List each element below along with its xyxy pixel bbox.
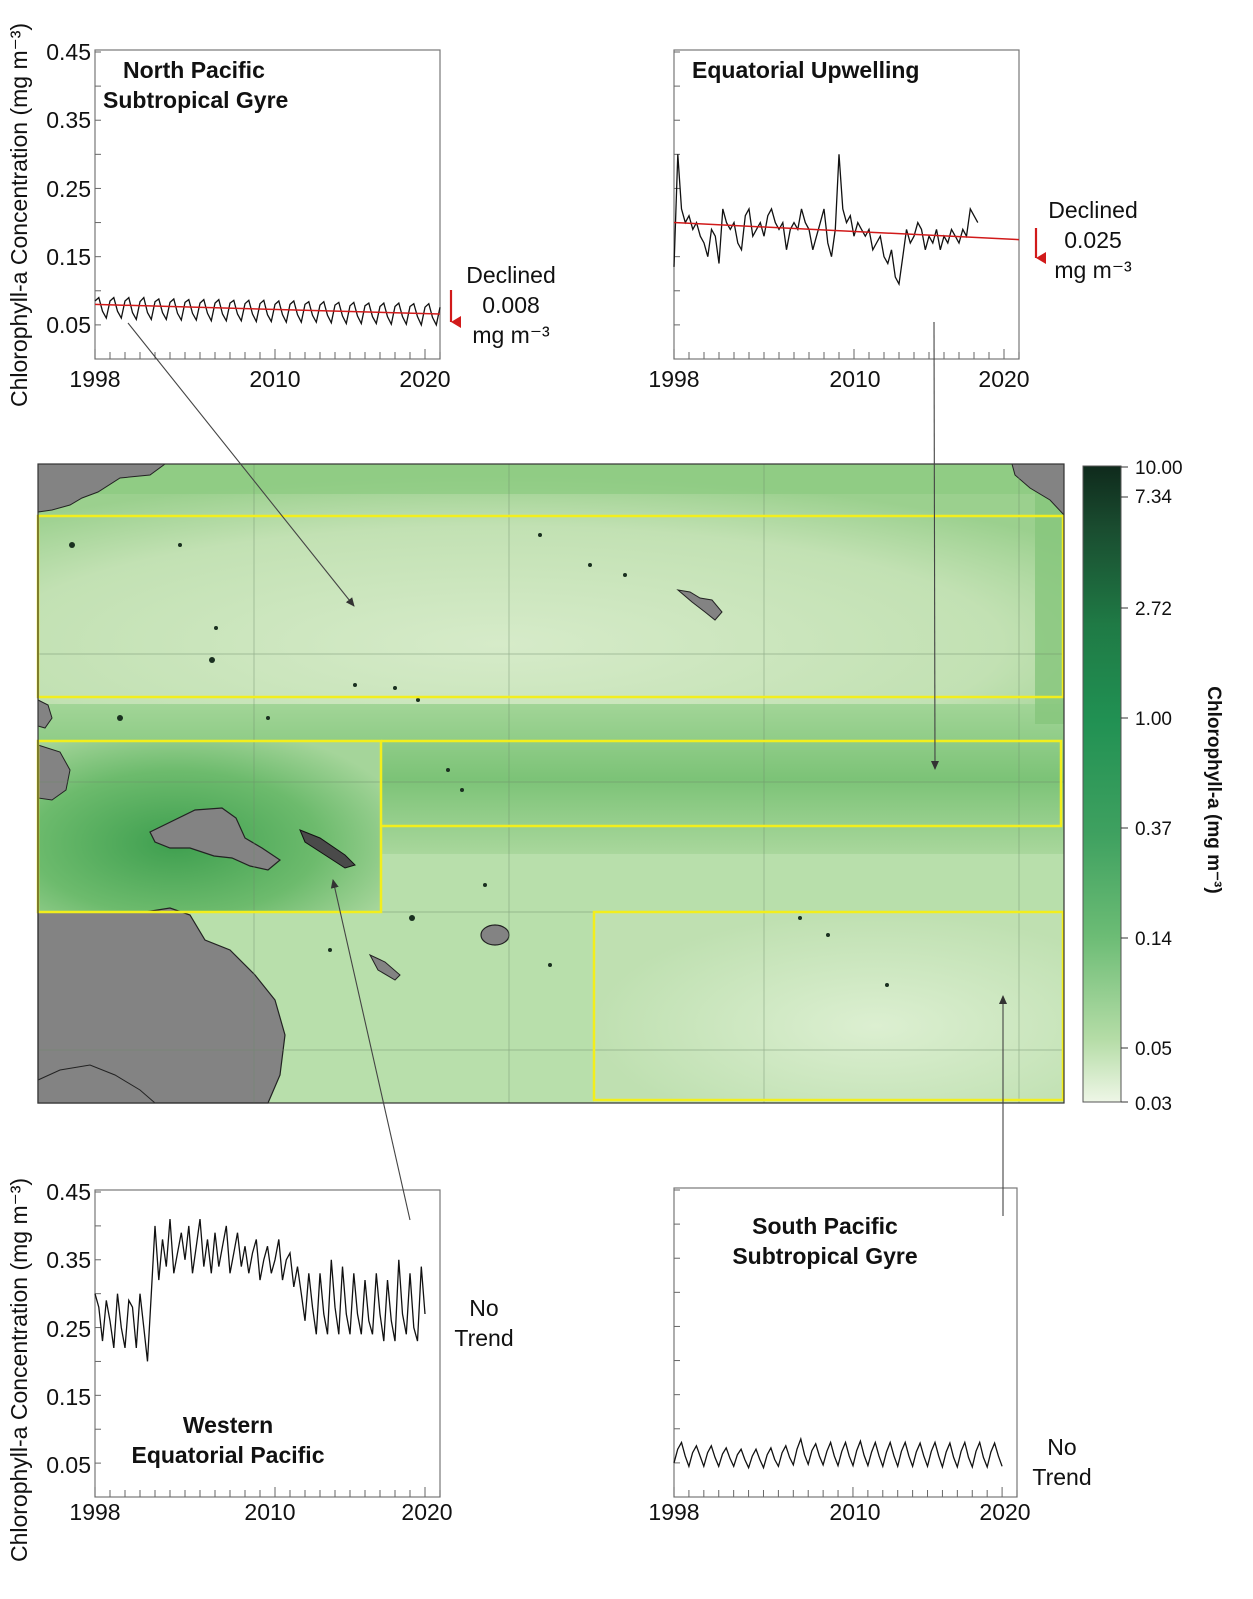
panel-frame [94,49,441,360]
panel-title: South Pacific [752,1213,898,1239]
map-north-band [38,464,1064,704]
trend-annotation: 0.008 [482,292,540,318]
colorbar-tick-label: 7.34 [1135,487,1172,508]
trend-annotation: No [1047,1434,1076,1460]
y-tick-label: 0.35 [46,107,91,133]
panel-frame [94,1189,441,1498]
map-graticule [38,464,1064,1103]
panel-south-pacific: South Pacific Subtropical Gyre 1998 2010… [648,1187,1092,1525]
connector-arrow-western [330,879,411,1221]
trend-annotation: Trend [454,1325,513,1351]
colorbar-tick-label: 10.00 [1135,458,1183,479]
panel-ticks [673,1189,1018,1497]
colorbar-ticks [1121,466,1128,1103]
y-axis-label: Chlorophyll-a Concentration (mg m⁻³) [6,23,32,407]
panel-frame [673,49,1020,360]
chlorophyll-series-line [673,1436,1003,1470]
colorbar-gradient [1082,465,1122,1103]
land-new-guinea [149,807,282,871]
panel-title: Subtropical Gyre [103,87,288,113]
map-frame [37,463,1065,1104]
chlorophyll-series-line [673,154,979,287]
panel-frame [673,1187,1018,1498]
land-hawaii [676,589,723,621]
x-tick-label: 1998 [69,1499,120,1525]
y-tick-label: 0.05 [46,312,91,338]
colorbar-tick-label: 0.14 [1135,929,1172,950]
panel-title: Equatorial Upwelling [692,57,919,83]
y-tick-label: 0.35 [46,1247,91,1273]
connector-arrow-north-pacific [127,322,355,607]
trend-annotation: mg m⁻³ [472,322,550,348]
trend-annotation: Trend [1032,1464,1091,1490]
y-tick-label: 0.15 [46,244,91,270]
small-islands [69,533,889,987]
chlorophyll-map [36,463,1065,1104]
x-tick-label: 2020 [979,1499,1030,1525]
connector-arrow-equatorial [930,321,939,770]
x-tick-label: 1998 [69,366,120,392]
panel-title: Equatorial Pacific [131,1442,324,1468]
panel-ticks [94,51,441,359]
region-box-south-pacific [592,910,1065,1102]
trend-annotation: No [469,1295,498,1321]
colorbar-tick-label: 2.72 [1135,599,1172,620]
panel-north-pacific: North Pacific Subtropical Gyre 0.45 0.35… [6,23,556,407]
panel-title: Subtropical Gyre [732,1243,917,1269]
trend-line [94,303,441,315]
panel-western-equatorial-pacific: Western Equatorial Pacific 0.45 0.35 0.2… [6,1178,514,1562]
x-tick-label: 1998 [648,1499,699,1525]
y-tick-label: 0.05 [46,1452,91,1478]
colorbar-title: Chlorophyll-a (mg m⁻³) [1203,686,1224,893]
colorbar: 10.00 7.34 2.72 1.00 0.37 0.14 0.05 0.03… [1082,458,1224,1115]
colorbar-tick-label: 1.00 [1135,709,1172,730]
x-tick-label: 2020 [978,366,1029,392]
y-tick-label: 0.45 [46,39,91,65]
land-new-caledonia [368,953,401,981]
y-axis-label: Chlorophyll-a Concentration (mg m⁻³) [6,1178,32,1562]
x-tick-label: 2010 [244,1499,295,1525]
x-tick-label: 2020 [401,1499,452,1525]
land-solomon-islands [299,829,356,869]
y-tick-label: 0.15 [46,1384,91,1410]
map-north-coast-strip [38,464,1064,494]
colorbar-tick-label: 0.37 [1135,819,1172,840]
panel-title: North Pacific [123,57,265,83]
x-tick-label: 2020 [399,366,450,392]
connector-arrows [127,321,1007,1221]
region-box-equatorial [381,739,1063,828]
chlorophyll-series-line [94,296,441,327]
y-tick-label: 0.45 [46,1179,91,1205]
panel-ticks [94,1191,441,1497]
land-fiji [480,924,510,946]
x-tick-label: 2010 [249,366,300,392]
y-tick-label: 0.25 [46,1316,91,1342]
map-south-gyre-area [594,912,1064,1102]
trend-annotation: mg m⁻³ [1054,257,1132,283]
x-tick-label: 2010 [829,366,880,392]
x-tick-label: 2010 [829,1499,880,1525]
trend-annotation: Declined [1048,197,1138,223]
colorbar-tick-label: 0.03 [1135,1094,1172,1115]
trend-annotation: 0.025 [1064,227,1122,253]
colorbar-tick-label: 0.05 [1135,1039,1172,1060]
trend-annotation: Declined [466,262,556,288]
panel-equatorial-upwelling: Equatorial Upwelling 1998 2010 2020 Decl… [648,49,1138,392]
panel-ticks [673,51,1020,359]
trend-line [673,221,1020,241]
x-tick-label: 1998 [648,366,699,392]
chlorophyll-series-line [94,1219,426,1362]
land-asia [37,463,167,513]
y-tick-label: 0.25 [46,176,91,202]
panel-title: Western [183,1412,273,1438]
